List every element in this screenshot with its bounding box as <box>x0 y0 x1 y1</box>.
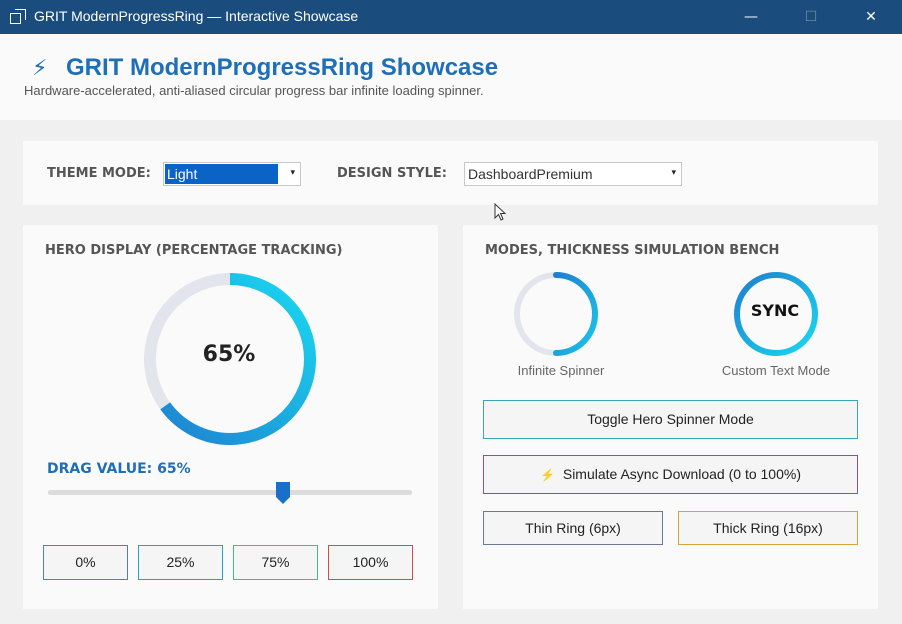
lightning-icon: ⚡ <box>32 56 48 81</box>
theme-mode-select[interactable]: Light ▾ <box>163 162 301 186</box>
value-slider-track[interactable] <box>48 490 412 495</box>
chevron-down-icon: ▾ <box>290 167 295 177</box>
minimize-button[interactable]: — <box>744 9 758 25</box>
sync-text: SYNC <box>750 301 800 320</box>
design-style-label: DESIGN STYLE: <box>337 166 447 181</box>
lightning-icon: ⚡ <box>540 468 555 482</box>
page-title: GRIT ModernProgressRing Showcase <box>66 54 499 81</box>
design-style-select[interactable]: DashboardPremium ▾ <box>464 162 682 186</box>
spinner-label: Infinite Spinner <box>517 363 605 378</box>
custom-text-ring <box>734 272 818 356</box>
preset-0-button[interactable]: 0% <box>43 545 128 580</box>
maximize-button[interactable]: ☐ <box>804 9 818 25</box>
title-bar: GRIT ModernProgressRing — Interactive Sh… <box>0 0 902 34</box>
hero-percent-text: 65% <box>202 342 256 367</box>
toggle-spinner-mode-button[interactable]: Toggle Hero Spinner Mode <box>483 400 858 439</box>
drag-value-label: DRAG VALUE: 65% <box>47 461 191 477</box>
page-header: ⚡ GRIT ModernProgressRing Showcase Hardw… <box>0 34 902 120</box>
bench-heading: MODES, THICKNESS SIMULATION BENCH <box>485 243 780 258</box>
hero-display-card: HERO DISPLAY (PERCENTAGE TRACKING) 65% D… <box>23 225 438 609</box>
preset-75-button[interactable]: 75% <box>233 545 318 580</box>
hero-ring-arc <box>144 273 316 445</box>
mouse-cursor-icon <box>494 203 507 221</box>
value-slider-thumb[interactable] <box>276 482 290 504</box>
page-subtitle: Hardware-accelerated, anti-aliased circu… <box>24 83 484 98</box>
theme-mode-label: THEME MODE: <box>47 166 151 181</box>
close-button[interactable]: ✕ <box>865 9 877 25</box>
simulate-download-button[interactable]: ⚡ Simulate Async Download (0 to 100%) <box>483 455 858 494</box>
preset-100-button[interactable]: 100% <box>328 545 413 580</box>
thin-ring-button[interactable]: Thin Ring (6px) <box>483 511 663 545</box>
simulation-bench-card: MODES, THICKNESS SIMULATION BENCH Infini… <box>463 225 878 609</box>
window-title: GRIT ModernProgressRing — Interactive Sh… <box>34 8 359 24</box>
custom-text-label: Custom Text Mode <box>721 363 831 378</box>
infinite-spinner-ring <box>514 272 598 356</box>
chevron-down-icon: ▾ <box>671 167 676 177</box>
hero-progress-ring <box>144 273 316 445</box>
hero-heading: HERO DISPLAY (PERCENTAGE TRACKING) <box>45 243 343 258</box>
theme-settings-card: THEME MODE: Light ▾ DESIGN STYLE: Dashbo… <box>23 141 878 205</box>
preset-25-button[interactable]: 25% <box>138 545 223 580</box>
simulate-download-label: Simulate Async Download (0 to 100%) <box>562 466 801 482</box>
app-window-icon <box>10 9 26 25</box>
thick-ring-button[interactable]: Thick Ring (16px) <box>678 511 858 545</box>
